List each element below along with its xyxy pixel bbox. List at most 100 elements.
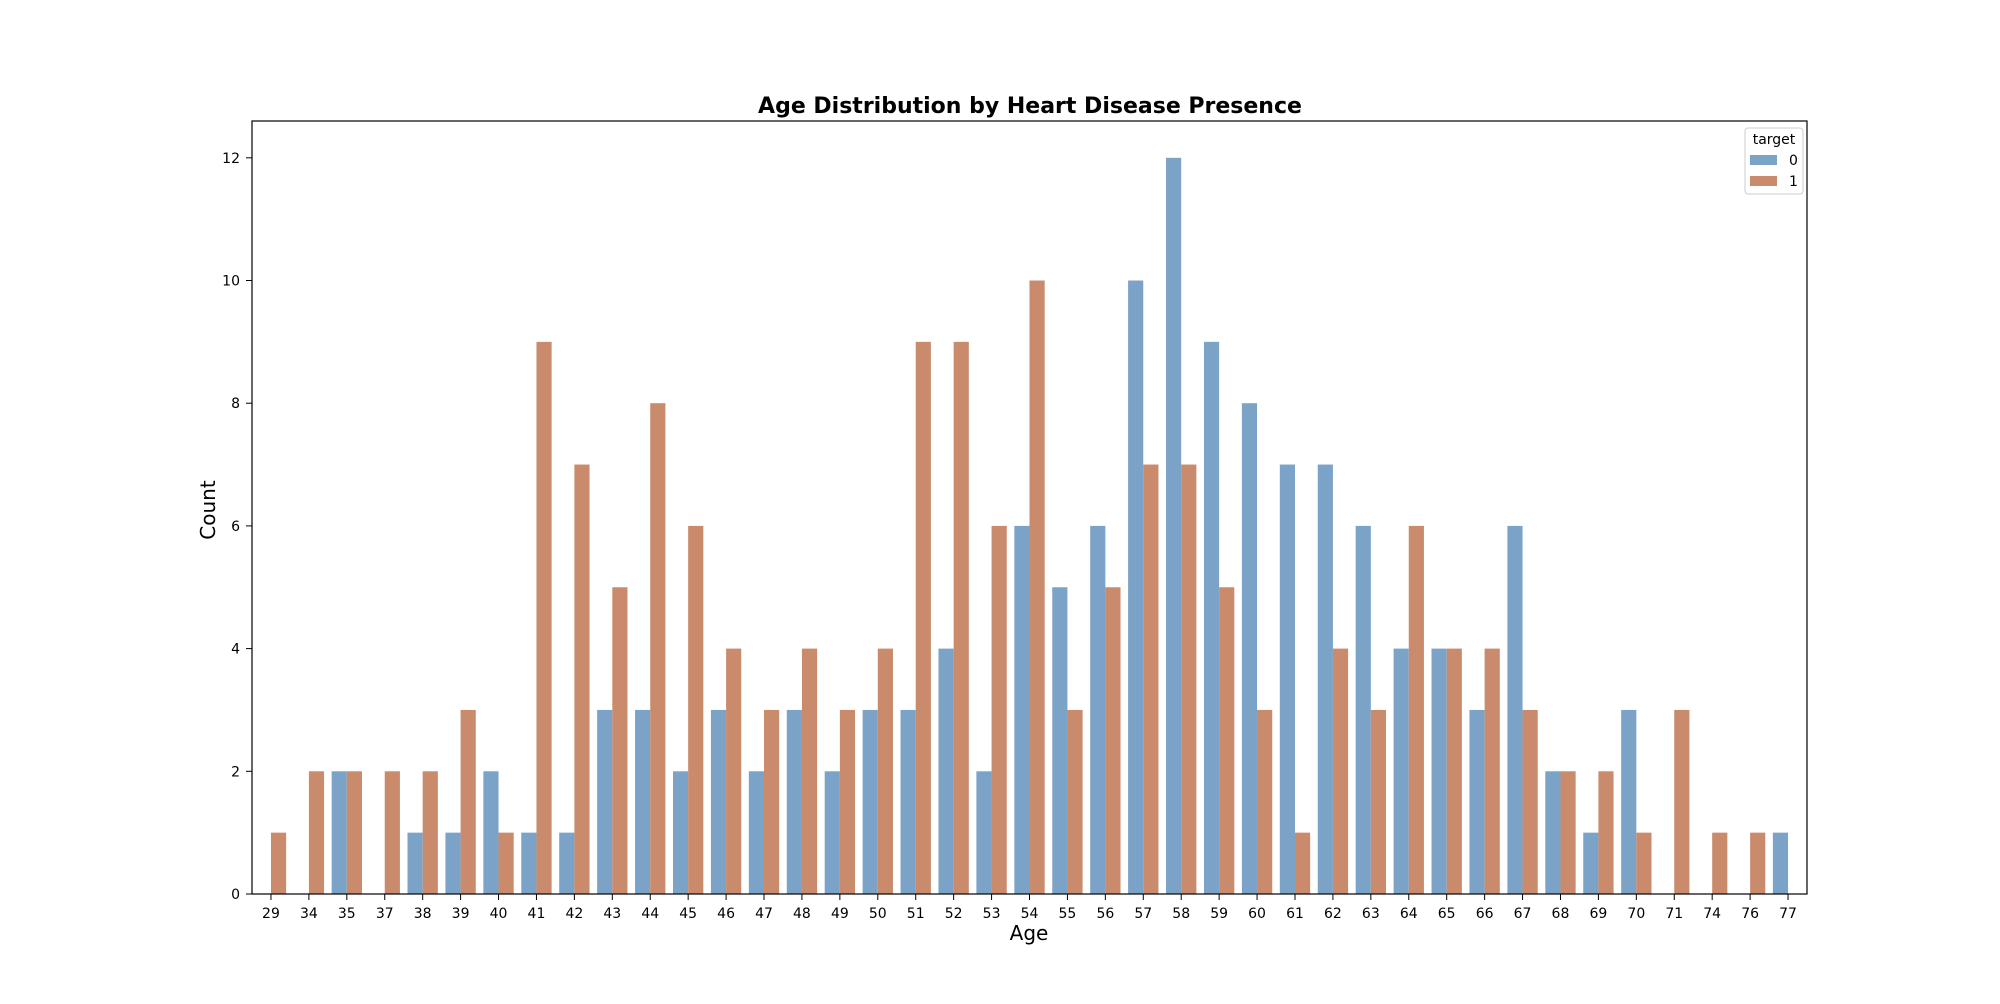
legend: target 0 1 <box>1744 127 1804 195</box>
bar-target-0-age-44 <box>635 709 651 894</box>
y-tick-label: 0 <box>231 887 240 903</box>
y-tick-label: 6 <box>231 519 240 535</box>
bar-target-1-age-43 <box>612 587 628 894</box>
legend-label-0: 0 <box>1789 153 1798 169</box>
x-tick-label: 60 <box>1248 906 1266 922</box>
bar-target-0-age-58 <box>1166 157 1182 895</box>
x-tick-label: 34 <box>300 906 318 922</box>
bars-group <box>270 157 1789 895</box>
bar-target-0-age-67 <box>1507 525 1523 894</box>
x-tick-label: 42 <box>565 906 583 922</box>
bar-target-1-age-65 <box>1446 648 1462 894</box>
x-tick-label: 69 <box>1589 906 1607 922</box>
bar-target-0-age-57 <box>1128 280 1144 894</box>
bar-target-1-age-47 <box>764 709 780 894</box>
x-tick-label: 70 <box>1627 906 1645 922</box>
bar-target-1-age-69 <box>1598 771 1614 894</box>
y-tick-label: 2 <box>231 764 240 780</box>
x-tick-label: 65 <box>1438 906 1456 922</box>
x-tick-label: 50 <box>869 906 887 922</box>
y-tick-label: 4 <box>231 642 240 658</box>
x-tick-label: 45 <box>679 906 697 922</box>
x-tick-label: 77 <box>1779 906 1797 922</box>
x-tick-label: 40 <box>490 906 508 922</box>
bar-target-1-age-64 <box>1408 525 1424 894</box>
x-tick-label: 58 <box>1172 906 1190 922</box>
bar-target-1-age-49 <box>839 709 856 894</box>
x-tick-label: 54 <box>1021 906 1039 922</box>
bar-target-1-age-56 <box>1105 587 1121 894</box>
x-tick-label: 62 <box>1324 906 1342 922</box>
bar-target-1-age-51 <box>915 341 931 894</box>
chart-title: Age Distribution by Heart Disease Presen… <box>758 94 1302 119</box>
bar-target-0-age-40 <box>483 771 499 894</box>
x-tick-label: 61 <box>1286 906 1304 922</box>
x-tick-label: 59 <box>1210 906 1228 922</box>
x-tick-label: 71 <box>1665 906 1683 922</box>
bar-target-0-age-47 <box>748 771 765 894</box>
x-tick-label: 49 <box>831 906 849 922</box>
bar-target-1-age-37 <box>384 771 400 894</box>
bar-target-0-age-49 <box>824 771 840 894</box>
bar-target-1-age-68 <box>1560 771 1576 894</box>
bar-target-0-age-65 <box>1431 648 1447 894</box>
x-tick-label: 55 <box>1059 906 1077 922</box>
bar-target-1-age-54 <box>1029 280 1045 894</box>
bar-target-0-age-60 <box>1241 403 1258 894</box>
x-axis: 29 34 35 37 38 39 40 41 42 43 44 45 46 47 48 49 50 51 52 53… <box>262 894 1797 922</box>
bar-target-1-age-50 <box>877 648 893 894</box>
x-tick-label: 53 <box>983 906 1001 922</box>
bar-target-1-age-35 <box>346 771 362 894</box>
x-tick-label: 56 <box>1096 906 1114 922</box>
bar-target-1-age-70 <box>1636 832 1652 894</box>
x-tick-label: 57 <box>1134 906 1152 922</box>
bar-target-0-age-52 <box>938 648 954 894</box>
bar-target-1-age-41 <box>536 341 552 894</box>
x-tick-label: 63 <box>1362 906 1380 922</box>
bar-target-1-age-29 <box>270 832 287 894</box>
bar-target-0-age-55 <box>1052 587 1068 894</box>
legend-swatch-1 <box>1750 176 1777 186</box>
bar-target-0-age-66 <box>1469 709 1485 894</box>
x-tick-label: 44 <box>641 906 659 922</box>
bar-target-1-age-63 <box>1370 709 1387 894</box>
bar-target-1-age-44 <box>650 403 666 894</box>
y-axis-label: Count <box>196 480 220 540</box>
x-tick-label: 47 <box>755 906 773 922</box>
legend-label-1: 1 <box>1789 174 1798 190</box>
bar-target-0-age-77 <box>1772 832 1789 894</box>
bar-target-0-age-41 <box>521 832 537 894</box>
x-tick-label: 76 <box>1741 906 1759 922</box>
bar-target-0-age-62 <box>1317 464 1333 894</box>
bar-target-0-age-63 <box>1355 525 1371 894</box>
bar-target-1-age-67 <box>1522 709 1538 894</box>
bar-target-1-age-60 <box>1257 709 1273 894</box>
bar-target-0-age-70 <box>1621 709 1637 894</box>
bar-target-0-age-69 <box>1583 832 1599 894</box>
x-tick-label: 64 <box>1400 906 1418 922</box>
bar-target-1-age-62 <box>1332 648 1349 894</box>
x-tick-label: 37 <box>376 906 394 922</box>
legend-title: target <box>1753 132 1796 148</box>
x-tick-label: 29 <box>262 906 280 922</box>
x-tick-label: 39 <box>452 906 470 922</box>
x-tick-label: 66 <box>1476 906 1494 922</box>
x-tick-label: 51 <box>907 906 925 922</box>
bar-target-0-age-39 <box>445 832 461 894</box>
bar-target-0-age-38 <box>407 832 423 894</box>
bar-target-1-age-59 <box>1219 587 1235 894</box>
bar-target-1-age-34 <box>308 771 325 894</box>
legend-swatch-0 <box>1750 155 1777 165</box>
x-tick-label: 48 <box>793 906 811 922</box>
bar-target-1-age-38 <box>422 771 438 894</box>
bar-target-0-age-45 <box>672 771 689 894</box>
x-tick-label: 41 <box>528 906 546 922</box>
bar-target-0-age-56 <box>1090 525 1106 894</box>
bar-target-0-age-59 <box>1203 341 1220 894</box>
y-axis: 0 2 4 6 8 10 12 <box>222 151 252 903</box>
bar-target-1-age-61 <box>1294 832 1311 894</box>
bar-target-0-age-50 <box>862 709 878 894</box>
bar-target-1-age-53 <box>991 525 1007 894</box>
bar-target-0-age-43 <box>597 709 613 894</box>
